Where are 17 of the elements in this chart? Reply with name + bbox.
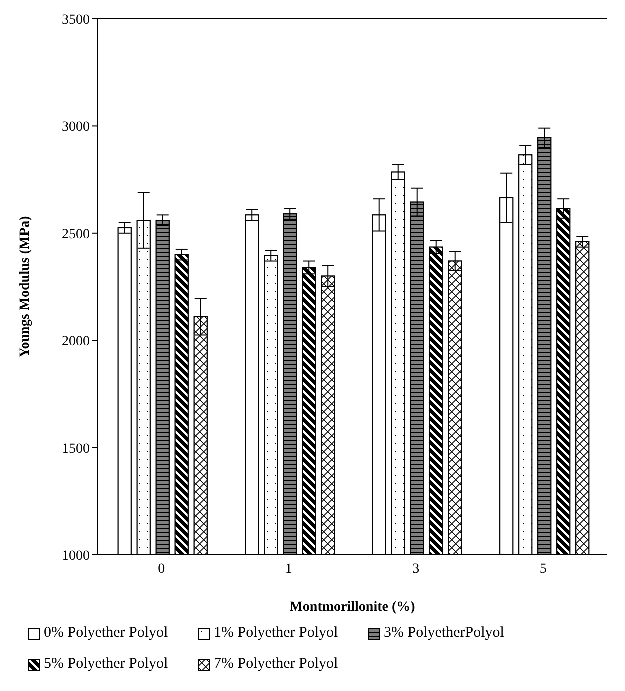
y-tick-label: 3000 bbox=[62, 120, 90, 136]
legend-label: 3% PolyetherPolyol bbox=[384, 625, 504, 642]
x-tick-label: 1 bbox=[285, 562, 292, 577]
legend-label: 0% Polyether Polyol bbox=[44, 625, 168, 642]
y-tick-label: 2000 bbox=[62, 334, 90, 350]
x-tick-label: 3 bbox=[412, 562, 420, 577]
y-tick-label: 1000 bbox=[62, 548, 90, 564]
y-axis-title: Youngs Modulus (MPa) bbox=[18, 216, 33, 358]
x-axis-title: Montmorillonite (%) bbox=[290, 600, 416, 615]
y-tick-label: 2500 bbox=[62, 227, 90, 242]
legend-label: 5% Polyether Polyol bbox=[44, 656, 168, 673]
x-tick-label: 5 bbox=[540, 562, 547, 577]
y-tick-label: 3500 bbox=[62, 12, 90, 28]
legend-label: 7% Polyether Polyol bbox=[214, 656, 338, 673]
x-tick-label: 0 bbox=[158, 562, 166, 577]
legend-label: 1% Polyether Polyol bbox=[214, 625, 338, 642]
y-tick-label: 1500 bbox=[62, 442, 90, 457]
